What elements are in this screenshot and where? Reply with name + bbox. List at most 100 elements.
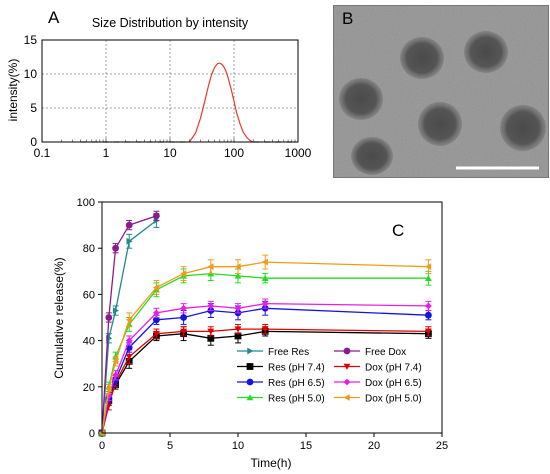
data-point [207,334,215,342]
legend-item: Res (pH 6.5) [237,378,325,389]
series-dox-ph-6-5 [98,298,432,437]
series-res-ph-6-5 [98,300,432,437]
data-point [425,330,432,338]
data-point [105,394,113,402]
legend-item: Free Dox [334,347,406,358]
data-point [261,327,269,335]
data-point [207,270,215,277]
series-res-ph-7-4 [98,326,432,437]
chart-a-ylabel: intensity(%) [6,59,20,122]
x-tick-label: 100 [224,146,244,160]
chart-a-ticks: 0.1 1 10 100 1000 0 5 10 15 [24,33,312,160]
nanoparticle [339,78,383,120]
data-point [98,429,106,437]
data-point [234,326,242,333]
series-dox-ph-7-4 [98,323,432,437]
legend-label: Res (pH 7.4) [268,363,325,374]
legend-item: Dox (pH 6.5) [334,378,422,389]
y-tick-label: 60 [83,289,95,301]
nanoparticle [500,105,546,151]
data-point [343,363,351,370]
data-point [234,263,241,271]
series-res-ph-5-0 [98,266,432,436]
x-tick-label: 1000 [285,146,312,160]
data-point [425,311,432,319]
series-line [101,302,429,434]
nanoparticle [418,102,462,146]
chart-c-plot-frame [101,201,443,434]
data-point [343,378,351,386]
data-point [112,244,119,252]
legend-label: Dox (pH 7.4) [365,363,422,374]
data-point [207,307,215,314]
data-point [425,263,432,271]
data-point [153,332,160,340]
legend-label: Res (pH 6.5) [268,378,325,389]
legend-item: Dox (pH 5.0) [334,394,422,405]
data-point [153,316,160,324]
data-point [98,430,106,437]
data-point [207,263,214,271]
chart-c-legend: Free Res Free Dox Res (pH 7.4) Dox (pH 7.4)… [237,347,422,405]
x-tick-label: 1 [103,146,110,160]
data-point [105,385,112,393]
legend-item: Free Res [237,347,309,358]
x-tick-label: 0 [99,440,105,452]
chart-c-series [98,210,432,437]
data-point [234,309,242,317]
data-point [153,330,160,338]
data-point [261,326,269,333]
data-point [425,274,432,281]
series-line [101,328,429,434]
data-point [106,334,113,342]
y-tick-label: 0 [30,135,37,149]
data-point [125,354,133,361]
panel-c-letter: C [392,221,404,240]
nanoparticle [351,137,393,175]
chart-c-ylabel: Cumulative release(%) [52,257,66,378]
data-point [153,286,160,293]
tem-micrograph [333,5,549,178]
data-point [246,394,254,401]
data-point [261,274,269,281]
data-point [98,429,106,437]
data-point [153,212,160,220]
data-point [207,302,215,310]
legend-item: Res (pH 7.4) [237,363,325,374]
data-point [207,328,215,335]
series-free-dox [98,210,160,437]
data-point [105,314,113,321]
y-tick-label: 15 [24,33,38,47]
series-line [101,272,429,434]
series-line [101,219,157,434]
data-point [99,429,106,437]
data-point [343,394,350,401]
data-point [112,379,119,386]
x-tick-label: 10 [163,146,177,160]
data-point [261,258,268,266]
data-point [105,392,113,400]
y-tick-label: 100 [77,197,95,209]
size-distribution-chart: A Size Distribution by intensity intensi… [6,8,312,160]
data-point [180,304,187,312]
data-point [180,330,187,338]
y-tick-label: 80 [83,243,95,255]
data-point [112,357,119,365]
data-point [153,217,160,224]
data-point [425,328,432,335]
data-point [125,357,133,365]
legend-label: Free Dox [365,347,406,358]
y-tick-label: 5 [30,101,37,115]
x-tick-label: 0.1 [34,146,51,160]
data-point [261,300,269,308]
data-point [98,429,106,437]
data-point [112,353,119,360]
x-tick-label: 25 [436,440,448,452]
data-point [105,383,113,390]
chart-c-xlabel: Time(h) [251,456,292,470]
x-tick-label: 10 [232,440,244,452]
y-tick-label: 10 [24,67,38,81]
data-point [153,309,160,317]
data-point [247,347,254,355]
data-point [112,376,119,384]
